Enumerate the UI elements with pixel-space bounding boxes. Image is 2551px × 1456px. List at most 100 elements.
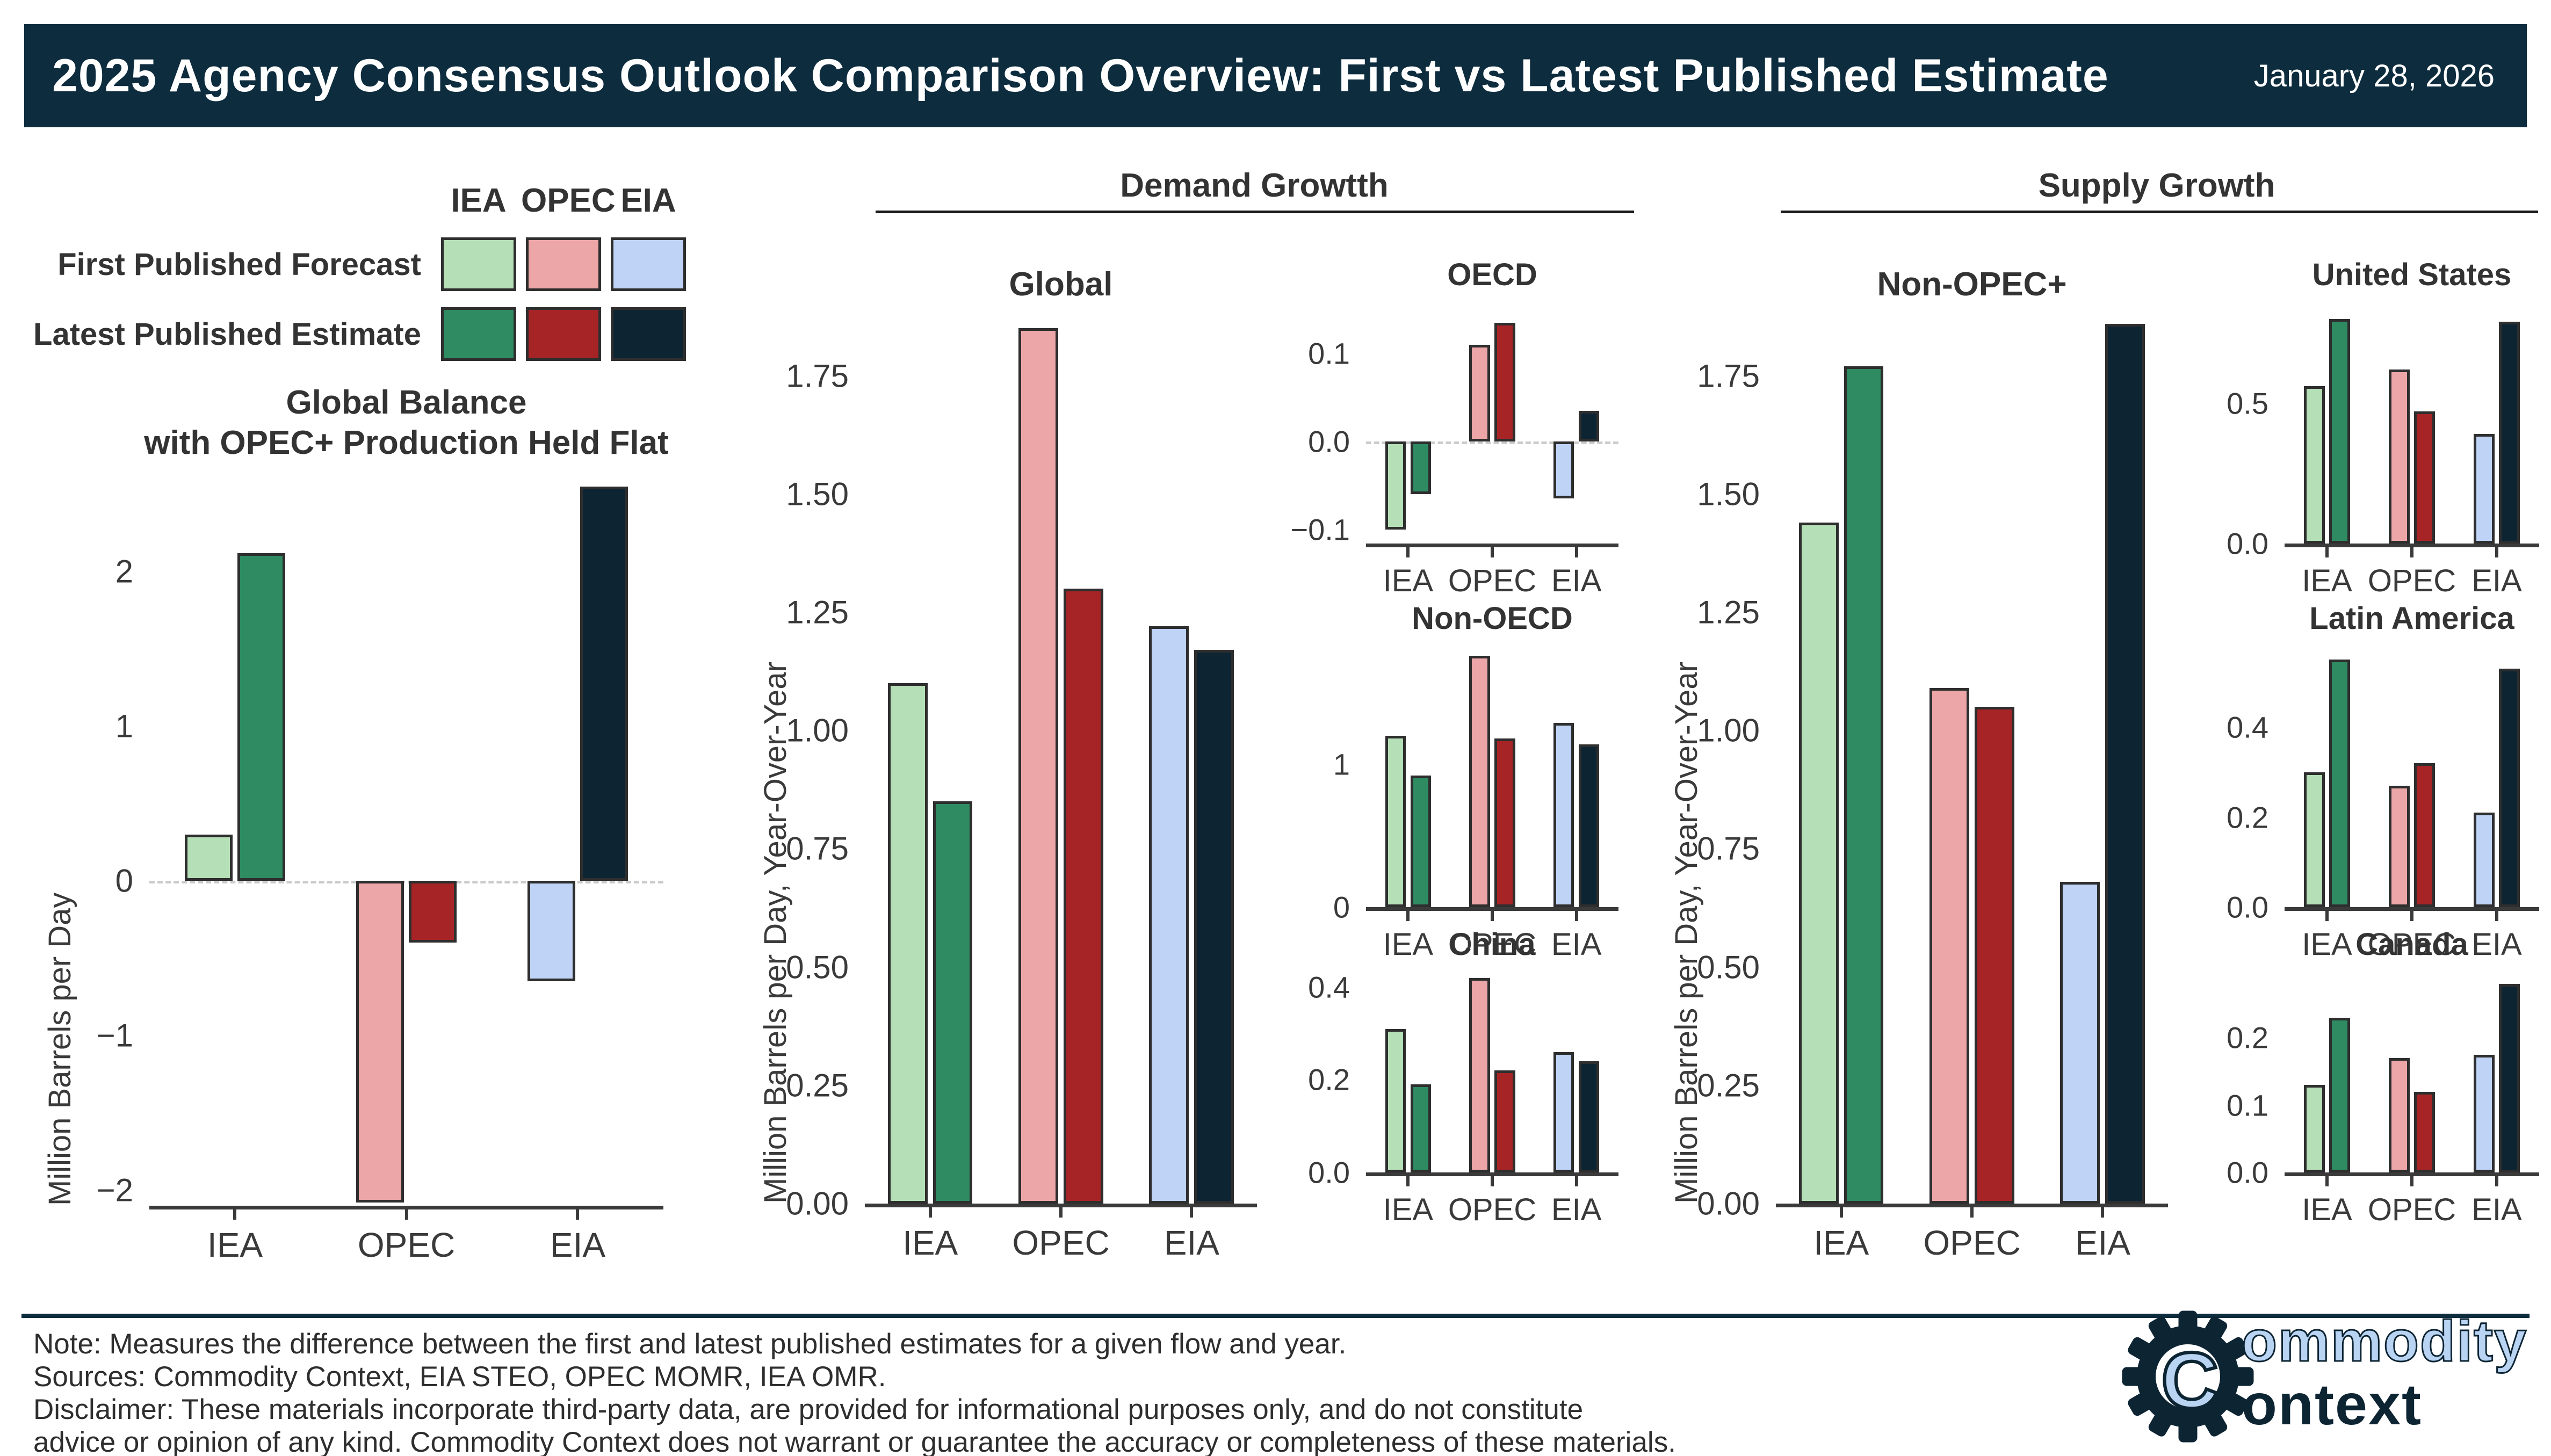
bar-eia-latest [1194,650,1234,1204]
x-tick-label: IEA [2302,563,2352,598]
y-tick-label: 1.25 [786,594,849,631]
bar-eia-first [2060,882,2100,1204]
chart-title-line: Non-OPEC+ [1877,265,2067,303]
x-tick-label: OPEC [1012,1223,1110,1262]
y-tick-label: 0.1 [1308,336,1350,371]
y-tick-label: 0.5 [2227,386,2268,421]
page-title: 2025 Agency Consensus Outlook Comparison… [52,49,2109,102]
legend-swatch-iea-first [441,237,516,291]
x-tick-mark [2325,1172,2329,1186]
chart-title-line: United States [2312,257,2512,293]
bar-iea-latest [2329,318,2351,544]
chart-supply-canada: Canada 0.2 0.1 0.0 IEA OPEC EIA [2227,927,2539,1227]
x-tick-label: IEA [1383,927,1434,962]
y-tick-label: 0.0 [2227,526,2268,561]
bar-iea-first [2303,772,2325,907]
x-tick-mark [233,1206,237,1220]
legend-header-iea: IEA [451,182,507,219]
chart-title: Non-OPEC+ [1877,265,2066,305]
bar-opec-latest [408,881,457,943]
x-tick-label: OPEC [2367,1192,2456,1227]
legend-swatch-cell [436,299,521,369]
chart-title-line: Global [1009,265,1113,303]
bar-eia-latest [1578,410,1600,442]
y-tick-label: −2 [96,1172,133,1208]
chart-title-line: Canada [2355,927,2468,962]
bar-iea-latest [2329,1017,2351,1172]
plot-area: 0.5 0.0 IEA OPEC EIA [2227,303,2539,598]
chart-demand-china: China 0.4 0.2 0.0 IEA OPEC EIA [1308,927,1618,1227]
bar-iea-latest [933,801,973,1204]
bar-iea-first [2303,386,2325,544]
y-tick-label: 0.00 [786,1185,849,1222]
x-tick-label: IEA [2302,1192,2352,1227]
x-tick-mark [1491,907,1494,921]
legend-row-label-latest: Latest Published Estimate [33,316,421,352]
x-tick-label: EIA [2471,1192,2522,1227]
section-underline-supply [1781,211,2538,213]
legend-swatch-opec-latest [526,307,601,361]
x-tick-mark [2495,1172,2498,1186]
bar-opec-latest [1494,1070,1515,1172]
chart-supply-latin-america: Latin America 0.4 0.2 0.0 IEA OPEC EIA [2227,601,2539,962]
chart-title: Canada [2355,926,2468,964]
bar-iea-first [1385,1028,1406,1172]
x-tick-label: OPEC [1448,563,1537,598]
chart-title-line: Non-OECD [1412,601,1573,636]
section-header-supply: Supply Growth [2038,167,2275,204]
y-tick-label: −0.1 [1290,512,1350,547]
bar-opec-first [1469,977,1490,1172]
gear-icon: C [2122,1310,2254,1443]
bar-iea-first [2303,1085,2325,1172]
legend-header-eia: EIA [620,182,676,219]
legend-swatch-cell [606,299,691,369]
chart-title: Global Balance with OPEC+ Production Held… [144,383,669,463]
bar-iea-first [1385,441,1406,530]
y-tick-label: 0.0 [1308,1155,1350,1190]
x-tick-label: EIA [550,1226,606,1264]
plot-area: 1 0 IEA OPEC EIA [1333,647,1618,962]
y-tick-label: 0.25 [786,1067,849,1104]
bar-eia-first [2473,434,2495,544]
legend-swatch-cell [521,229,606,299]
legend-header-opec: OPEC [521,182,616,219]
bar-iea-first [1385,735,1406,907]
bar-opec-latest [2414,763,2436,907]
x-tick-mark [2325,544,2329,557]
bar-eia-latest [2105,323,2145,1204]
y-tick-label: 0.25 [1697,1067,1760,1104]
x-tick-label: OPEC [2367,563,2456,598]
x-tick-mark [1574,907,1578,921]
x-tick-mark [1406,907,1410,921]
y-tick-label: 0 [1333,890,1350,924]
x-tick-label: EIA [2075,1223,2130,1262]
bar-iea-first [185,834,233,881]
legend-swatch-eia-latest [611,307,686,361]
y-tick-label: 1 [115,708,133,744]
y-tick-label: 1.50 [1697,476,1760,512]
bar-opec-first [2388,785,2410,907]
bar-eia-latest [2499,669,2520,907]
bar-iea-first [1798,522,1839,1204]
x-tick-label: OPEC [1448,927,1537,962]
y-tick-label: 1.50 [786,476,849,512]
x-tick-label: OPEC [1448,1192,1537,1227]
y-tick-label: 0.50 [786,949,849,986]
y-tick-label: 0 [115,863,133,899]
chart-demand-oecd: OECD 0.1 0.0 −0.1 IEA OPEC EIA [1290,257,1618,598]
chart-global-balance: Global Balance with OPEC+ Production Held… [42,384,669,1264]
x-tick-mark [1059,1204,1063,1218]
y-tick-label: 0.4 [1308,970,1350,1004]
bar-iea-latest [1844,366,1884,1204]
footnote-line: Note: Measures the difference between th… [33,1328,1347,1360]
bar-opec-first [1018,328,1058,1204]
chart-title: Non-OECD [1412,600,1573,638]
x-tick-mark [928,1204,932,1218]
bar-opec-first [1929,687,1969,1204]
chart-supply-non-opec: Non-OPEC+ Million Barrels per Day, Year-… [1669,266,2168,1262]
bar-iea-first [887,683,928,1204]
bar-iea-latest [2329,660,2351,907]
bar-iea-latest [1410,776,1432,907]
chart-title: Latin America [2309,600,2514,638]
logo-letter-c: C [2161,1336,2218,1425]
